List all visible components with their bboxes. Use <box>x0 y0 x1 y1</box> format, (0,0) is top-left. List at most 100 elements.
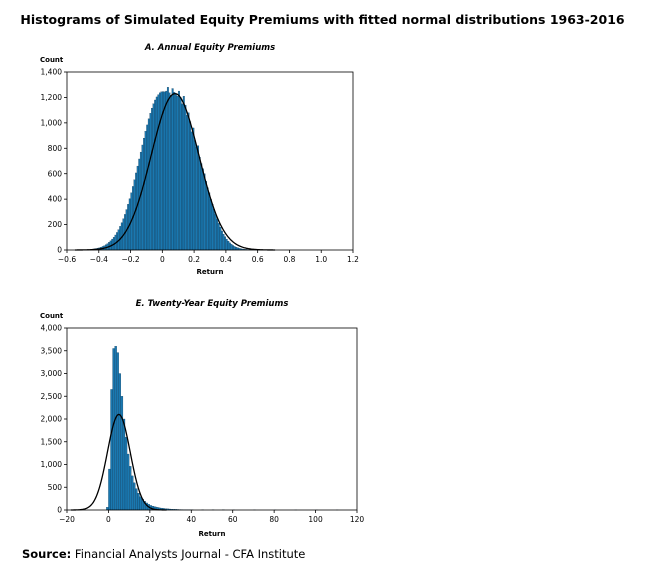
histogram-bar <box>182 96 185 251</box>
histogram-bar <box>211 204 214 251</box>
histogram-bar <box>195 146 198 251</box>
histogram-bar <box>228 242 231 251</box>
y-tick-label: 500 <box>48 483 63 492</box>
histogram-bar <box>230 244 233 251</box>
chart-title: A. Annual Equity Premiums <box>144 43 275 53</box>
histogram-bar <box>141 144 144 251</box>
histogram-bar <box>220 230 223 251</box>
histogram-bar <box>143 137 145 251</box>
fitted-normal-curve <box>70 413 167 511</box>
histogram-bar <box>179 97 182 251</box>
source-label: Source: <box>22 547 72 561</box>
histogram-bar <box>203 173 206 251</box>
y-tick-label: 3,500 <box>41 346 63 355</box>
histogram-bar <box>152 103 155 251</box>
histogram-bar <box>209 199 212 251</box>
histogram-bar <box>146 124 149 251</box>
histogram-bar <box>137 493 140 511</box>
histogram-bar <box>131 475 134 511</box>
x-tick-label: 80 <box>269 515 279 524</box>
x-tick-label: 0 <box>160 255 165 264</box>
histogram-bar <box>135 488 138 511</box>
histogram-bar <box>170 95 172 251</box>
histogram-bar <box>106 507 109 511</box>
x-tick-label: 0 <box>106 515 111 524</box>
histogram-bar <box>147 118 150 251</box>
histogram-bar <box>110 389 113 511</box>
histogram-bar <box>216 218 219 251</box>
histogram-bar <box>176 96 179 251</box>
histogram-bar <box>122 418 126 511</box>
histogram-bar <box>112 348 115 511</box>
histogram-bar <box>154 99 157 251</box>
histogram-bar <box>163 91 166 251</box>
histogram-bar <box>193 140 196 251</box>
y-tick-label: 1,000 <box>41 460 63 469</box>
histogram-bar <box>133 482 136 511</box>
x-tick-label: −0.4 <box>90 255 108 264</box>
histogram-bar <box>173 92 176 251</box>
y-tick-label: 1,500 <box>41 437 63 446</box>
histogram-bar <box>171 88 174 251</box>
source-line: Source: Financial Analysts Journal - CFA… <box>22 547 305 561</box>
x-tick-label: 0.6 <box>252 255 264 264</box>
histogram-bar <box>181 103 184 251</box>
histogram-bar <box>116 352 119 511</box>
histogram-bar <box>159 92 161 251</box>
y-tick-label: 1,200 <box>41 93 63 102</box>
histogram-bar <box>208 192 211 251</box>
histogram-bar <box>201 168 204 251</box>
histogram-bar <box>205 181 207 251</box>
histogram-bar <box>114 346 117 511</box>
y-tick-label: 1,000 <box>41 118 63 127</box>
y-tick-label: 2,000 <box>41 415 63 424</box>
plot-frame <box>66 71 354 251</box>
x-tick-label: 1.0 <box>315 255 327 264</box>
y-tick-label: 3,000 <box>41 369 63 378</box>
source-text: Financial Analysts Journal - CFA Institu… <box>71 547 306 561</box>
histogram-bar <box>192 127 195 251</box>
histogram-bar <box>213 209 215 251</box>
x-tick-label: 20 <box>145 515 155 524</box>
histogram-bar <box>155 96 158 251</box>
x-axis-label: Return <box>197 268 224 276</box>
histogram-bar <box>126 453 130 511</box>
histogram-bar <box>138 158 141 251</box>
histogram-bar <box>129 466 132 511</box>
y-tick-label: 600 <box>48 169 63 178</box>
histogram-bar <box>227 240 230 251</box>
histogram-bar <box>178 90 180 251</box>
histogram-bar <box>149 113 152 251</box>
histogram-bar <box>189 121 192 251</box>
histogram-bar <box>200 163 203 251</box>
histogram-bar <box>197 145 200 251</box>
histogram-bar <box>219 226 222 251</box>
histogram-bar <box>198 157 201 251</box>
histogram-bar <box>187 112 190 251</box>
y-tick-label: 200 <box>48 220 63 229</box>
histogram-bar <box>144 131 147 251</box>
x-tick-label: −0.2 <box>121 255 139 264</box>
histogram-bar <box>233 246 236 251</box>
histogram-bar <box>214 214 217 251</box>
y-tick-label: 800 <box>48 144 63 153</box>
histogram-bar <box>139 496 142 511</box>
y-axis-label: Count <box>40 312 64 320</box>
histogram-bar <box>190 131 193 251</box>
x-tick-label: 60 <box>228 515 238 524</box>
histogram-bar <box>217 223 220 251</box>
histogram-bar <box>157 94 160 251</box>
fitted-normal-curve <box>74 92 276 251</box>
histogram-bar <box>206 187 209 251</box>
histogram-bar <box>186 115 188 251</box>
histogram-bar <box>174 93 177 251</box>
x-tick-label: 0.2 <box>188 255 200 264</box>
histogram-bar <box>168 92 171 251</box>
histogram-bar <box>108 468 111 511</box>
histogram-bar <box>166 87 169 251</box>
y-tick-label: 400 <box>48 195 63 204</box>
histogram-bar <box>124 437 128 511</box>
chart-title: E. Twenty-Year Equity Premiums <box>136 299 289 309</box>
histogram-bar <box>136 165 139 251</box>
histogram-bar <box>224 236 227 251</box>
